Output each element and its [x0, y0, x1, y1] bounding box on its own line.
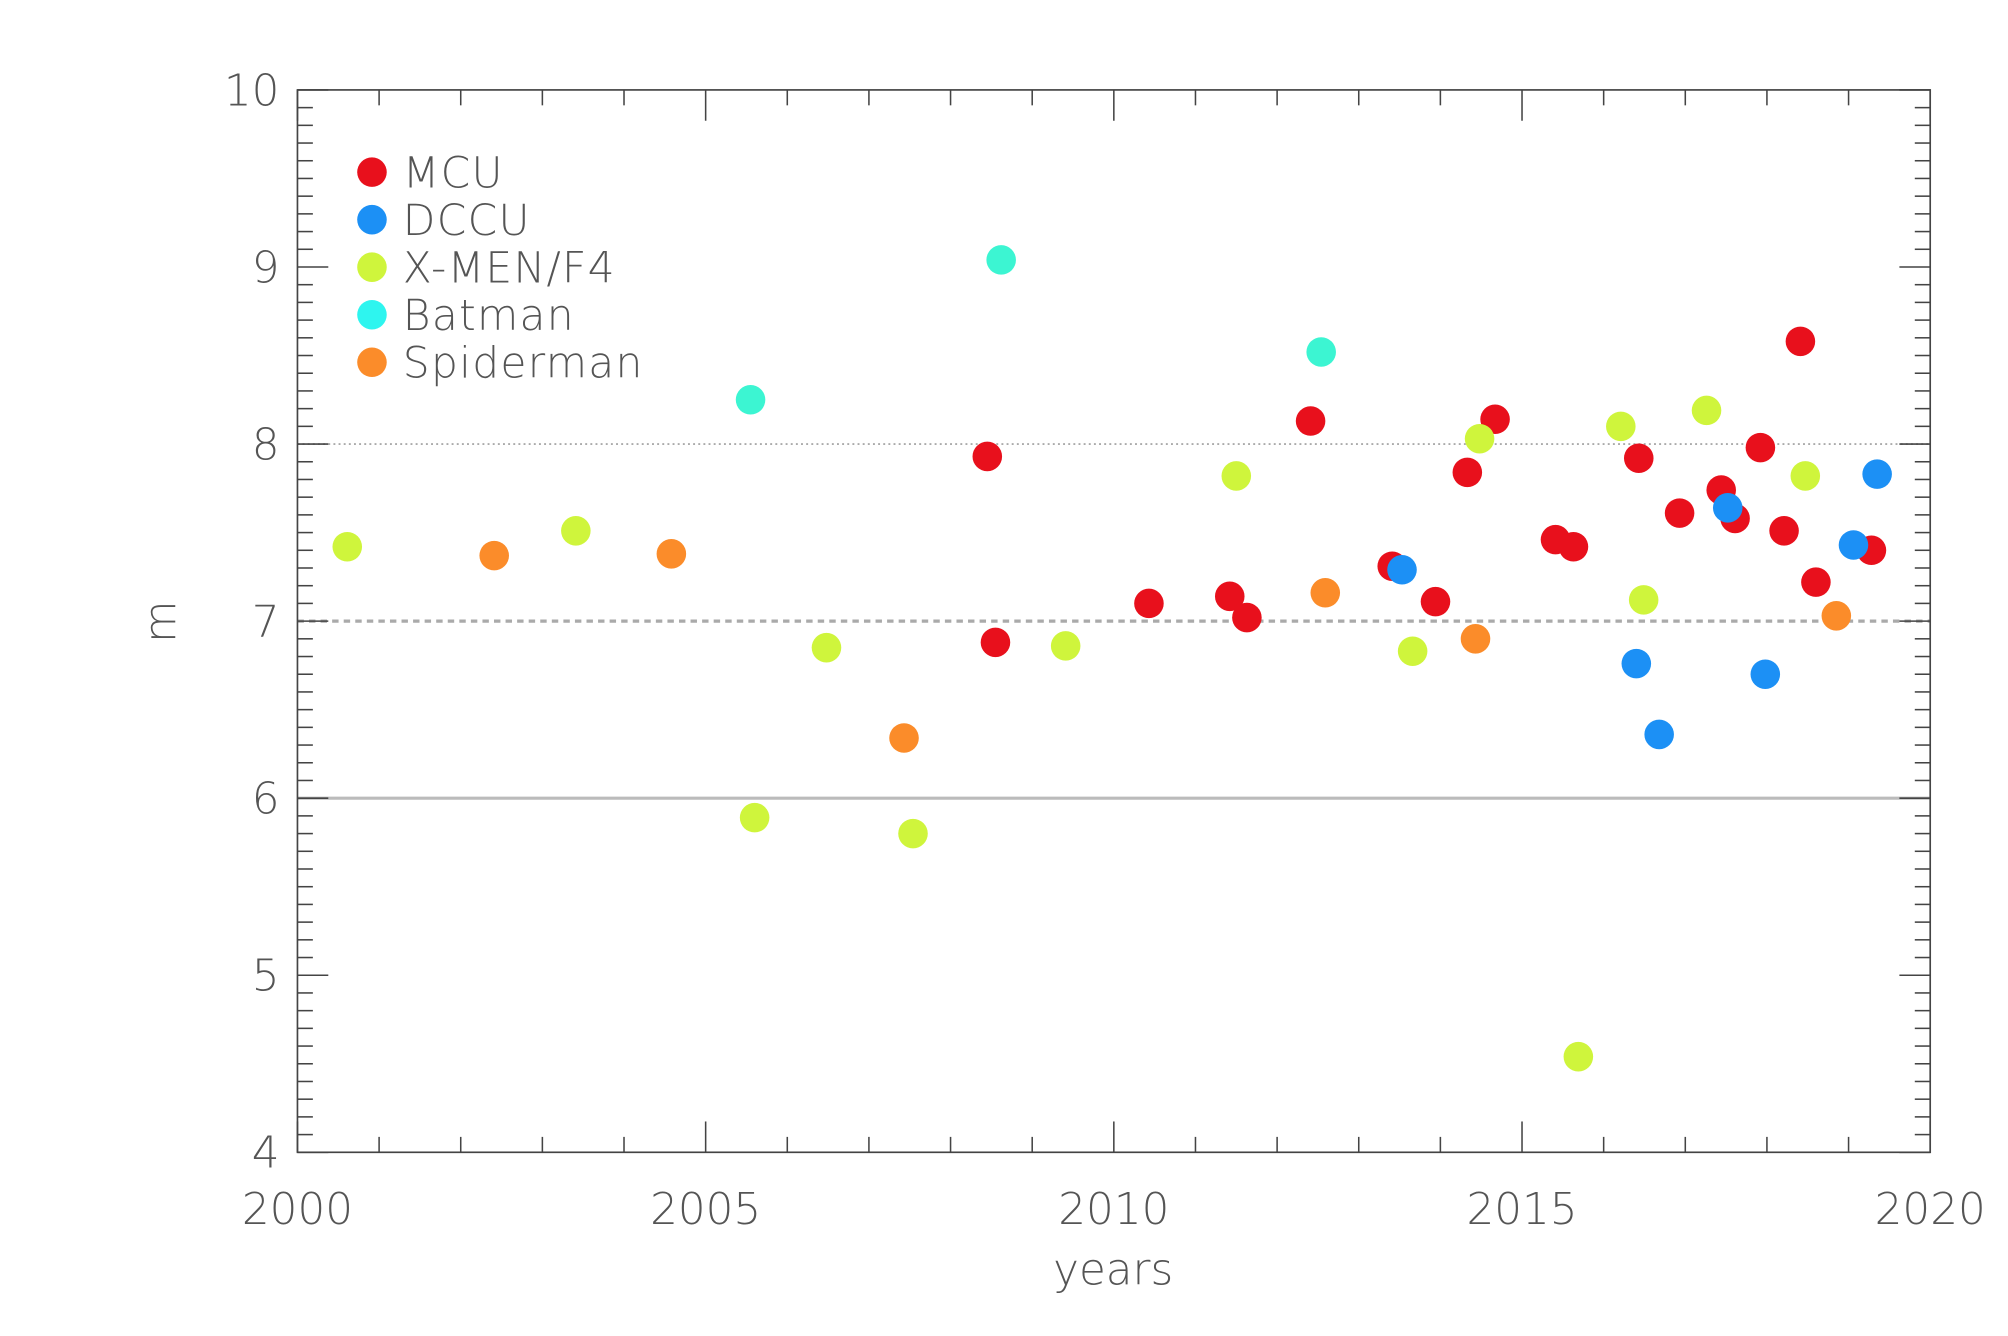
data-point [1050, 631, 1081, 661]
data-point [1558, 531, 1589, 562]
series-x-men-f4 [332, 395, 1821, 1072]
legend-marker [357, 252, 387, 282]
data-point [1295, 406, 1326, 436]
data-point [972, 441, 1003, 472]
legend-label: Batman [403, 291, 575, 340]
data-point [986, 245, 1016, 275]
legend-marker [357, 204, 387, 235]
data-point [1785, 326, 1816, 357]
data-point [1214, 581, 1245, 612]
data-point [898, 818, 928, 849]
series-dccu [1387, 459, 1892, 750]
data-point [1460, 624, 1491, 654]
legend-label: MCU [403, 149, 504, 198]
data-point [1623, 443, 1654, 473]
data-point [889, 723, 919, 753]
data-point [980, 627, 1011, 658]
data-point [1644, 719, 1674, 750]
data-point [1606, 411, 1636, 442]
x-axis-label: years [1053, 1245, 1173, 1296]
legend-marker [357, 299, 387, 330]
data-point [479, 540, 509, 571]
y-tick-label: 4 [252, 1128, 280, 1179]
data-point [1397, 636, 1428, 666]
legend-marker [357, 347, 387, 378]
data-points [332, 245, 1892, 1072]
data-point [1563, 1041, 1594, 1072]
data-point [1769, 516, 1799, 546]
data-point [1712, 493, 1743, 523]
data-point [1628, 585, 1659, 615]
data-point [1310, 578, 1341, 608]
data-point [656, 539, 687, 569]
y-tick-label: 9 [252, 242, 280, 293]
data-point [1790, 461, 1821, 491]
x-tick-label: 2010 [1058, 1184, 1169, 1235]
data-point [1801, 567, 1831, 597]
series-mcu [972, 326, 1887, 658]
data-point [1691, 395, 1722, 426]
data-point [1306, 337, 1336, 367]
y-tick-label: 7 [252, 597, 280, 648]
data-point [1452, 457, 1483, 488]
data-point [735, 385, 766, 415]
plot-frame [296, 89, 1932, 1154]
y-tick-label: 8 [252, 419, 280, 470]
data-point [1838, 530, 1869, 560]
y-axis-label: m [135, 600, 186, 643]
data-point [1664, 498, 1695, 528]
tick-labels: 2000 2005 2010 2015 2020 4 5 6 7 8 9 10 [224, 65, 1986, 1235]
data-point [739, 802, 770, 833]
data-point [1821, 601, 1852, 631]
data-point [561, 516, 591, 546]
series-spiderman [479, 539, 1852, 753]
legend-label: Spiderman [403, 339, 644, 388]
data-point [1745, 432, 1776, 463]
data-point [1750, 659, 1781, 690]
data-point [1862, 459, 1892, 489]
data-point [1134, 588, 1164, 619]
data-point [1464, 423, 1495, 454]
data-point [1232, 602, 1262, 633]
x-tick-label: 2000 [242, 1184, 353, 1235]
data-point [1387, 554, 1417, 585]
axis-ticks [296, 89, 1931, 1154]
data-point [1420, 586, 1451, 617]
data-point [1621, 648, 1652, 679]
x-tick-label: 2005 [650, 1184, 761, 1235]
data-point [332, 531, 363, 562]
x-tick-label: 2015 [1466, 1184, 1577, 1235]
legend-marker [357, 157, 387, 187]
y-tick-label: 10 [224, 65, 280, 116]
data-point [1221, 461, 1252, 491]
legend-label: X-MEN/F4 [403, 244, 616, 293]
data-point [811, 632, 842, 663]
y-tick-label: 6 [252, 774, 280, 825]
y-tick-label: 5 [252, 951, 280, 1002]
legend-label: DCCU [403, 196, 531, 245]
series-batman [735, 245, 1336, 415]
reference-lines [297, 443, 1931, 800]
x-tick-label: 2020 [1875, 1184, 1986, 1235]
